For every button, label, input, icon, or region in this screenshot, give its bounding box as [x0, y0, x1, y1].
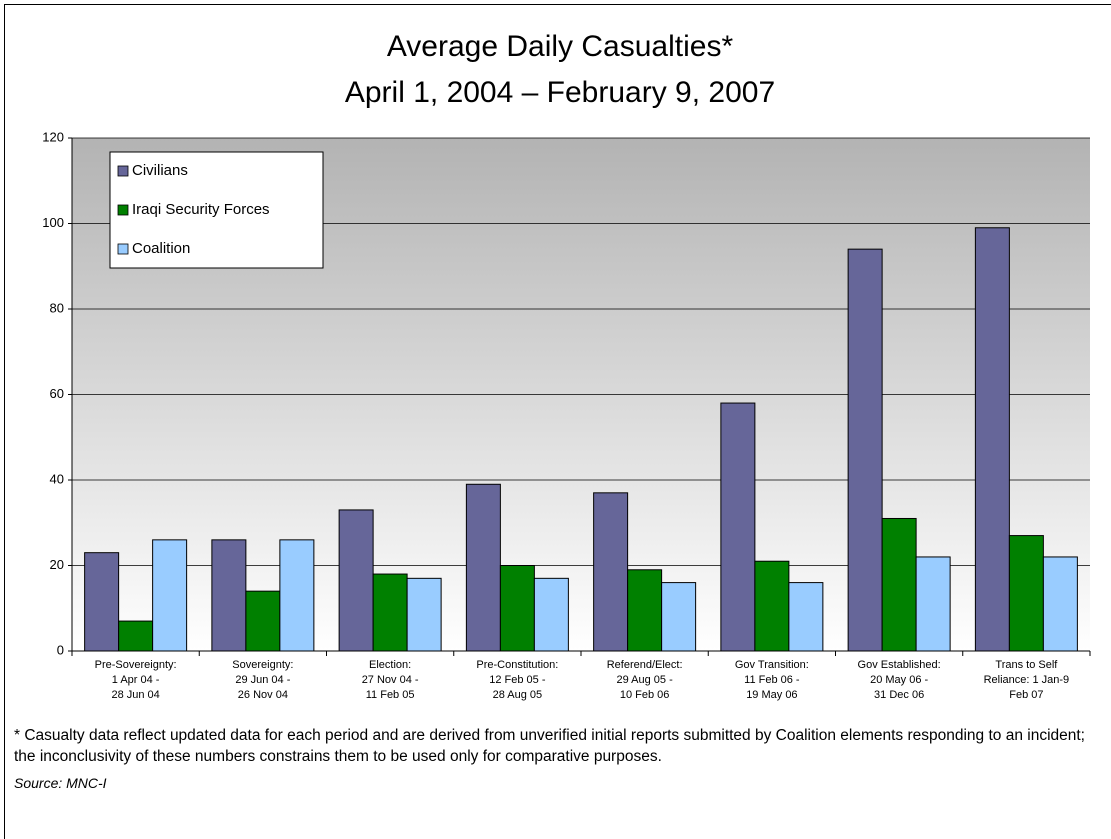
legend-label: Coalition: [132, 240, 190, 257]
x-tick-label: Gov Transition: 11 Feb 06 - 19 May 06: [734, 659, 809, 701]
bar: [372, 573, 408, 652]
legend-swatch: [117, 204, 129, 216]
frame: [4, 4, 1111, 839]
bar: [915, 556, 951, 652]
legend-box: [109, 151, 324, 269]
bar: [338, 509, 374, 652]
legend-label: Iraqi Security Forces: [132, 201, 270, 218]
bar: [754, 560, 790, 652]
bar: [720, 402, 756, 652]
x-tick-label: Trans to Self Reliance: 1 Jan-9 Feb 07: [983, 659, 1070, 701]
y-tick-label: 0: [57, 642, 64, 657]
x-tick-label: Sovereignty: 29 Jun 04 - 26 Nov 04: [232, 659, 294, 701]
bar: [661, 582, 697, 652]
legend-swatch: [117, 165, 129, 177]
bar: [465, 483, 501, 652]
y-tick-label: 40: [50, 471, 64, 486]
bar: [1042, 556, 1078, 652]
y-tick-label: 60: [50, 386, 64, 401]
y-tick-label: 80: [50, 300, 64, 315]
y-tick-label: 100: [42, 215, 64, 230]
bar: [847, 248, 883, 652]
legend-label: Civilians: [132, 162, 188, 179]
y-tick-label: 120: [42, 129, 64, 144]
bar: [788, 582, 824, 652]
bar: [974, 227, 1010, 652]
x-tick-label: Pre-Constitution: 12 Feb 05 - 28 Aug 05: [476, 659, 559, 701]
bar: [152, 539, 188, 652]
x-tick-label: Election: 27 Nov 04 - 11 Feb 05: [361, 659, 419, 701]
bar: [245, 590, 281, 652]
bar: [118, 620, 154, 652]
bar: [1008, 535, 1044, 652]
footnote: * Casualty data reflect updated data for…: [14, 727, 1085, 765]
legend-swatch: [117, 243, 129, 255]
bar: [211, 539, 247, 652]
chart-subtitle: April 1, 2004 – February 9, 2007: [345, 76, 775, 109]
bar: [406, 577, 442, 652]
x-tick-label: Gov Established: 20 May 06 - 31 Dec 06: [857, 659, 941, 701]
y-tick-label: 20: [50, 557, 64, 572]
bar: [499, 565, 535, 652]
bar: [533, 577, 569, 652]
source: Source: MNC-I: [14, 775, 107, 791]
bar: [84, 552, 120, 652]
x-tick-label: Pre-Sovereignty: 1 Apr 04 - 28 Jun 04: [94, 659, 177, 701]
bar: [881, 517, 917, 652]
bar: [593, 492, 629, 652]
chart-title: Average Daily Casualties*: [387, 30, 734, 63]
x-tick-label: Referend/Elect: 29 Aug 05 - 10 Feb 06: [606, 659, 683, 701]
bar: [627, 569, 663, 652]
bar: [279, 539, 315, 652]
